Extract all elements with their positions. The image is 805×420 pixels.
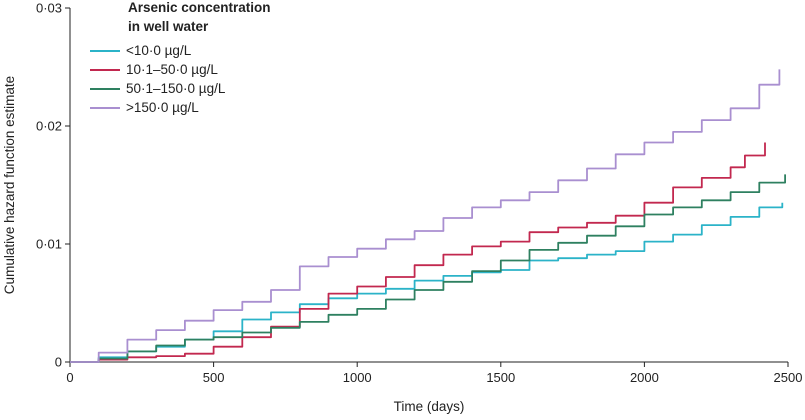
y-tick-label: 0·02 [36,119,62,134]
y-axis-title: Cumulative hazard function estimate [2,76,17,294]
y-tick-label: 0·03 [36,1,62,16]
x-tick-label: 2500 [774,370,803,385]
legend-label-1: <10·0 µg/L [126,43,192,58]
axes-layer: 0 500 1000 1500 2000 2500 0 0·01 0·02 0·03 Time (d… [2,1,802,415]
series-line-4 [70,69,781,363]
series-line-3 [70,174,786,363]
legend-label-3: 50·1–150·0 µg/L [126,81,226,96]
series-layer [70,69,786,363]
legend-title-line: in well water [128,19,209,34]
legend-title-line: Arsenic concentration [128,0,271,15]
x-axis-title: Time (days) [394,399,465,414]
legend-label-2: 10·1–50·0 µg/L [126,62,218,77]
x-tick-label: 500 [203,370,225,385]
x-tick-label: 2000 [630,370,659,385]
legend-label-4: >150·0 µg/L [126,100,199,115]
x-tick-label: 1000 [343,370,372,385]
x-tick-label: 1500 [486,370,515,385]
x-tick-label: 0 [66,370,73,385]
y-tick-label: 0 [55,355,62,370]
legend: Arsenic concentration in well water <10·0 … [90,0,271,115]
series-line-2 [70,142,766,363]
y-tick-label: 0·01 [36,237,62,252]
series-line-1 [70,202,784,363]
